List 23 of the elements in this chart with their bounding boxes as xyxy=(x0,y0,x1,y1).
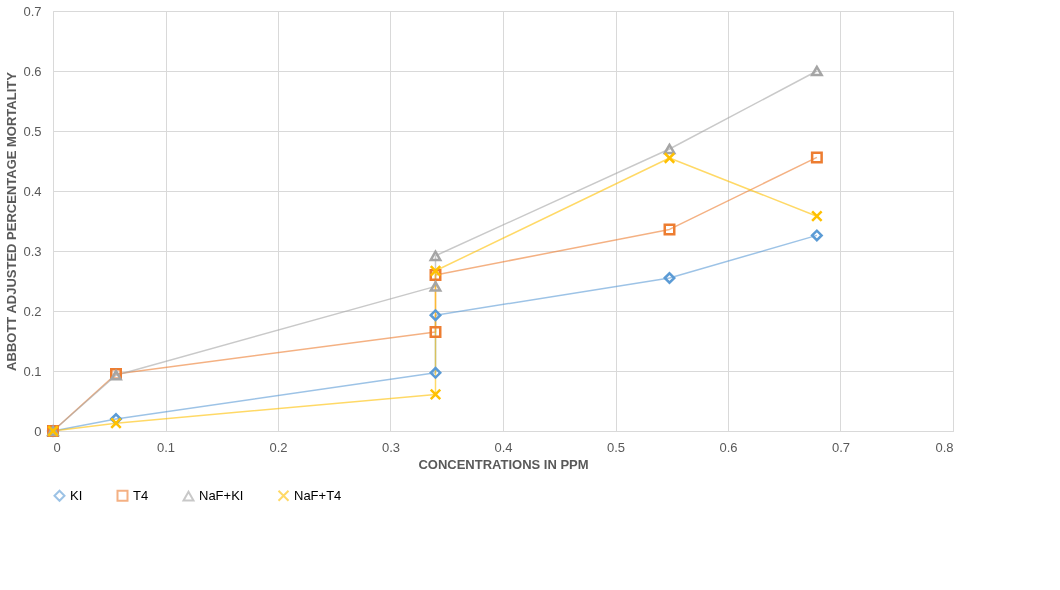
legend-label: T4 xyxy=(133,487,149,503)
y-tick-label: 0.1 xyxy=(23,363,42,379)
x-tick-label: 0.5 xyxy=(606,439,626,455)
legend-label: KI xyxy=(70,487,83,503)
x-axis-title: CONCENTRATIONS IN PPM xyxy=(418,456,589,472)
y-tick-label: 0.3 xyxy=(23,243,42,259)
y-tick-label: 0.7 xyxy=(23,3,42,19)
legend-label: NaF+KI xyxy=(199,488,244,504)
x-tick-label: 0.8 xyxy=(935,439,954,455)
y-tick-label: 0.4 xyxy=(23,183,42,199)
y-tick-label: 0 xyxy=(34,423,42,439)
x-tick-label: 0.6 xyxy=(719,439,738,455)
x-tick-label: 0 xyxy=(53,439,61,455)
y-tick-label: 0.5 xyxy=(23,123,42,139)
x-tick-label: 0.7 xyxy=(831,439,851,455)
x-tick-label: 0.3 xyxy=(381,439,401,455)
y-axis-title: ABBOTT ADJUSTED PERCENTAGE MORTALITY xyxy=(4,71,20,371)
x-tick-label: 0.2 xyxy=(269,439,288,455)
y-tick-label: 0.2 xyxy=(23,303,42,319)
legend-label: NaF+T4 xyxy=(294,487,342,503)
x-tick-label: 0.1 xyxy=(156,439,176,455)
x-tick-label: 0.4 xyxy=(494,439,513,455)
y-tick-label: 0.6 xyxy=(23,63,42,79)
